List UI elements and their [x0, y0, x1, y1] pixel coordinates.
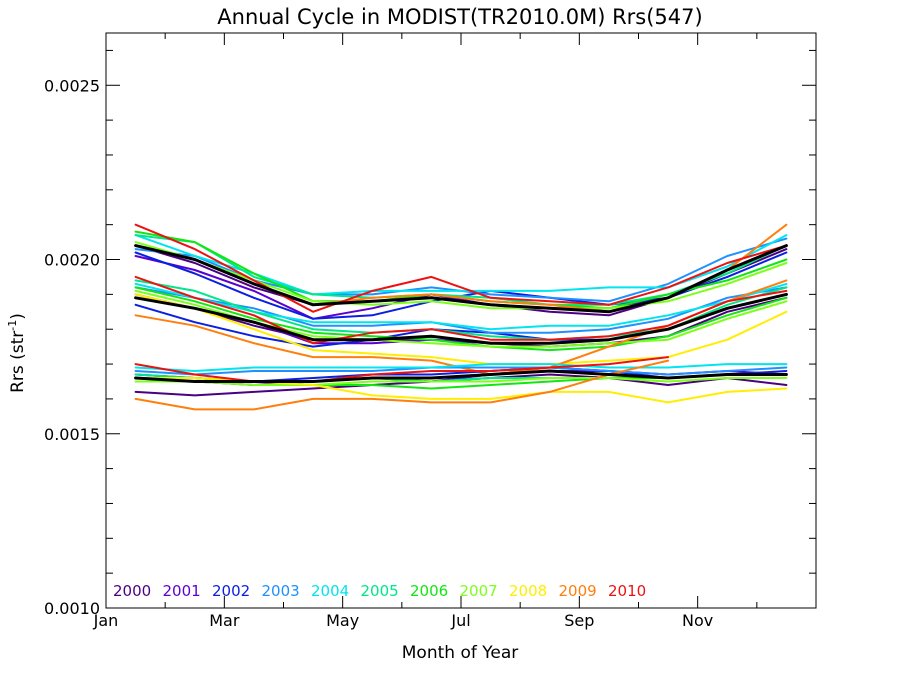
legend-entry-2003: 2003 — [262, 582, 300, 600]
x-tick-label-Jan: Jan — [93, 611, 119, 630]
legend-entry-2002: 2002 — [212, 582, 250, 600]
x-tick-label-May: May — [326, 611, 359, 630]
series-line-22 — [134, 292, 788, 345]
chart-title: Annual Cycle in MODIST(TR2010.0M) Rrs(54… — [217, 5, 702, 29]
series-line-30 — [134, 377, 788, 386]
series-line-21 — [134, 275, 788, 345]
x-tick-label-Sep: Sep — [564, 611, 594, 630]
series-layer — [134, 223, 788, 411]
y-axis-label-close: ) — [8, 313, 28, 320]
x-tick-label-Mar: Mar — [209, 611, 240, 630]
axes-layer: Jan Mar May Jul Sep Nov 0.0010 0.0015 0.0020 0.00… — [44, 32, 817, 630]
series-line-34 — [134, 369, 788, 383]
y-tick-label-0.0025: 0.0025 — [44, 76, 100, 95]
legend: 2000 2001 2002 2003 2004 2005 2006 2007 2008 2009… — [113, 582, 646, 600]
legend-entry-2005: 2005 — [361, 582, 399, 600]
x-tick-label-Jul: Jul — [450, 611, 470, 630]
y-axis-label-main: Rrs (str — [8, 331, 28, 393]
x-tick-label-Nov: Nov — [682, 611, 713, 630]
legend-entry-2001: 2001 — [163, 582, 201, 600]
legend-entry-2004: 2004 — [311, 582, 349, 600]
legend-entry-2007: 2007 — [460, 582, 498, 600]
series-line-5 — [134, 234, 788, 306]
series-line-9 — [134, 223, 788, 313]
series-line-17 — [134, 286, 788, 352]
series-line-10 — [134, 244, 788, 314]
legend-entry-2006: 2006 — [410, 582, 448, 600]
legend-entry-2008: 2008 — [509, 582, 547, 600]
series-line-33 — [134, 356, 670, 383]
legend-entry-2010: 2010 — [608, 582, 646, 600]
y-axis-label-superscript: -1 — [6, 320, 19, 331]
series-line-32 — [134, 359, 670, 411]
series-line-15 — [134, 282, 788, 331]
y-tick-label-0.0015: 0.0015 — [44, 425, 100, 444]
series-line-26 — [134, 366, 788, 376]
y-axis-label: Rrs (str-1) — [6, 313, 28, 393]
x-axis-label: Month of Year — [402, 643, 518, 663]
series-line-14 — [134, 286, 788, 334]
legend-entry-2000: 2000 — [113, 582, 151, 600]
legend-entry-2009: 2009 — [559, 582, 597, 600]
y-tick-label-0.0010: 0.0010 — [44, 599, 100, 618]
series-line-19 — [134, 293, 788, 366]
y-tick-label-0.0020: 0.0020 — [44, 251, 100, 270]
series-line-7 — [134, 241, 788, 310]
series-line-27 — [134, 363, 788, 372]
